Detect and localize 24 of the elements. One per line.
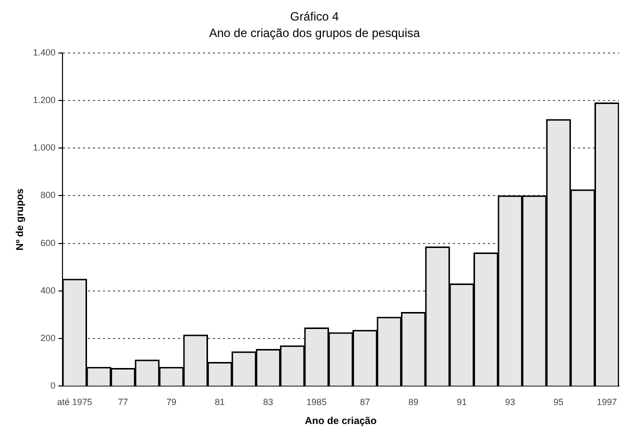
y-tick-label: 1.200 xyxy=(32,94,56,105)
y-tick-label: 600 xyxy=(40,238,56,248)
y-tick-label: 0 xyxy=(50,380,56,391)
x-tick-label: 79 xyxy=(166,397,176,408)
x-tick-label: 77 xyxy=(118,397,128,408)
x-tick-label: 83 xyxy=(263,397,274,408)
x-tick-label: 89 xyxy=(408,397,418,408)
chart-subtitle: Ano de criação dos grupos de pesquisa xyxy=(209,26,420,40)
x-tick-label: 1985 xyxy=(306,397,327,408)
y-tick-label: 1.000 xyxy=(32,142,56,153)
x-tick-label: 1997 xyxy=(596,397,617,408)
chart-title: Gráfico 4 xyxy=(290,10,340,24)
y-tick-label: 800 xyxy=(40,190,56,200)
x-tick-label: 93 xyxy=(505,397,516,408)
x-tick-label: 95 xyxy=(554,397,564,408)
x-tick-label: 87 xyxy=(360,397,370,408)
x-axis-title: Ano de criação xyxy=(304,416,377,427)
y-axis-title: Nº de grupos xyxy=(14,188,26,250)
x-tick-label: 81 xyxy=(214,397,225,408)
x-tick-label: até 1975 xyxy=(57,397,92,408)
y-tick-label: 200 xyxy=(40,333,56,344)
x-tick-label: 91 xyxy=(456,397,467,408)
y-tick-label: 1.400 xyxy=(32,47,56,58)
y-tick-label: 400 xyxy=(40,285,56,296)
